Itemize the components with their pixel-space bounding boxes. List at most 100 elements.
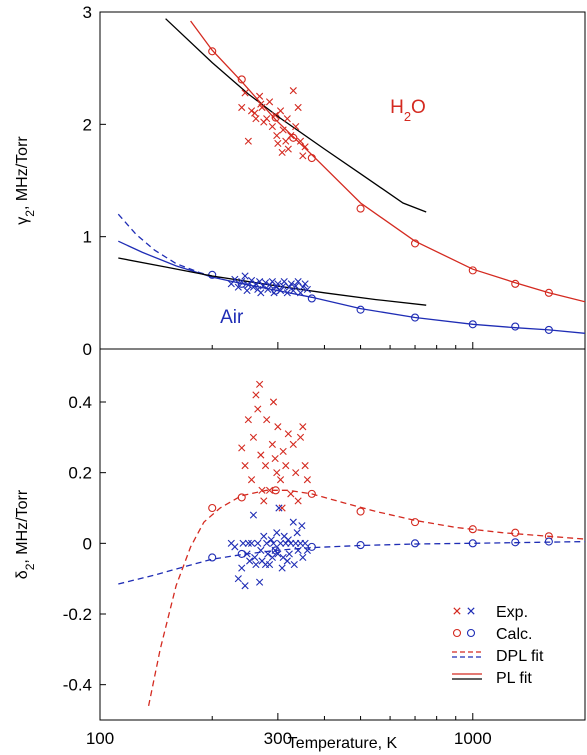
data-point-cross	[292, 282, 300, 290]
data-point-cross	[247, 539, 256, 547]
data-point-cross	[244, 539, 252, 547]
data-point-cross	[279, 126, 287, 134]
legend-label: Exp.	[496, 604, 528, 621]
data-point-cross	[273, 529, 281, 537]
y-tick-label: 0.4	[68, 393, 92, 412]
data-point-cross	[276, 107, 285, 115]
data-point-cross	[276, 286, 285, 295]
data-point-cross	[241, 462, 249, 470]
data-point-cross	[284, 145, 292, 153]
data-point-circle	[237, 75, 246, 84]
data-point-cross	[278, 504, 286, 512]
data-point-cross	[276, 539, 285, 547]
data-point-cross	[238, 444, 246, 452]
data-point-cross	[284, 536, 292, 544]
legend-label: Calc.	[496, 626, 532, 643]
y-tick-label: 0.2	[68, 464, 92, 483]
data-point-cross	[244, 416, 252, 424]
data-point-cross	[278, 148, 286, 157]
data-point-cross	[299, 553, 307, 562]
data-point-cross	[276, 476, 285, 484]
y-tick-label: -0.2	[63, 605, 92, 624]
data-point-cross	[252, 391, 260, 399]
data-point-cross	[299, 152, 307, 160]
data-point-cross	[294, 278, 302, 286]
data-point-cross	[269, 398, 278, 406]
data-point-cross	[303, 285, 311, 294]
data-point-cross	[268, 440, 276, 448]
data-point-cross	[289, 286, 297, 295]
legend-circle-marker	[466, 628, 476, 638]
data-point-circle	[208, 47, 217, 56]
data-point-cross	[257, 289, 265, 297]
data-point-cross	[290, 560, 298, 569]
legend-item: Exp.	[453, 604, 528, 621]
series-curve	[165, 18, 427, 213]
data-point-cross	[283, 557, 291, 565]
data-point-cross	[278, 564, 286, 572]
data-point-cross	[267, 536, 275, 544]
annotation-h2o: H2O	[390, 97, 426, 124]
data-point-cross	[283, 289, 291, 297]
data-point-cross	[261, 279, 270, 287]
y-tick-label: 3	[83, 3, 92, 22]
data-point-cross	[268, 278, 276, 286]
data-point-cross	[280, 278, 288, 286]
y-tick-label: -0.4	[63, 676, 92, 695]
data-point-cross	[303, 476, 311, 484]
plot-area-gamma	[117, 18, 585, 334]
data-point-cross	[244, 137, 252, 145]
data-point-cross	[261, 462, 270, 470]
data-point-circle	[208, 503, 217, 513]
annotation-air: Air	[220, 307, 244, 328]
data-point-cross	[285, 550, 293, 558]
data-point-cross	[298, 522, 306, 530]
data-point-cross	[296, 289, 305, 297]
data-point-cross	[264, 285, 272, 294]
data-point-cross	[252, 280, 260, 288]
data-point-cross	[301, 143, 309, 151]
data-point-cross	[274, 280, 282, 288]
series-curve	[117, 213, 221, 279]
data-point-cross	[294, 546, 302, 554]
data-point-circle	[356, 204, 365, 213]
data-point-cross	[231, 275, 239, 283]
data-point-cross	[258, 103, 266, 112]
data-point-cross	[251, 553, 259, 562]
x-axis-label: Temperature, K	[288, 735, 398, 752]
data-point-cross	[275, 504, 283, 512]
data-point-cross	[249, 283, 258, 291]
data-point-cross	[273, 131, 281, 140]
data-point-cross	[263, 539, 271, 547]
data-point-cross	[238, 278, 246, 286]
data-point-cross	[265, 98, 274, 106]
data-point-cross	[294, 497, 302, 505]
data-point-cross	[244, 281, 252, 289]
data-point-cross	[243, 286, 251, 295]
data-point-cross	[260, 497, 268, 505]
data-point-cross	[257, 546, 265, 554]
data-point-cross	[256, 380, 264, 388]
data-point-circle	[356, 507, 365, 516]
data-point-cross	[282, 462, 290, 470]
data-point-cross	[270, 289, 278, 297]
data-point-cross	[268, 122, 276, 131]
data-point-cross	[243, 550, 251, 558]
data-point-cross	[279, 282, 287, 290]
data-point-cross	[293, 529, 301, 537]
data-point-cross	[271, 111, 279, 119]
data-point-cross	[271, 454, 279, 463]
legend-item: DPL fit	[452, 648, 544, 665]
data-point-cross	[289, 87, 297, 95]
legend-label: DPL fit	[496, 648, 544, 665]
data-point-cross	[258, 486, 266, 494]
x-tick-label: 1000	[454, 729, 492, 748]
data-point-cross	[296, 137, 305, 145]
data-point-cross	[234, 575, 242, 583]
series-curve	[118, 240, 585, 334]
data-point-cross	[249, 511, 258, 519]
legend-cross-marker	[467, 607, 475, 615]
data-point-cross	[263, 115, 271, 123]
data-point-cross	[238, 564, 246, 572]
